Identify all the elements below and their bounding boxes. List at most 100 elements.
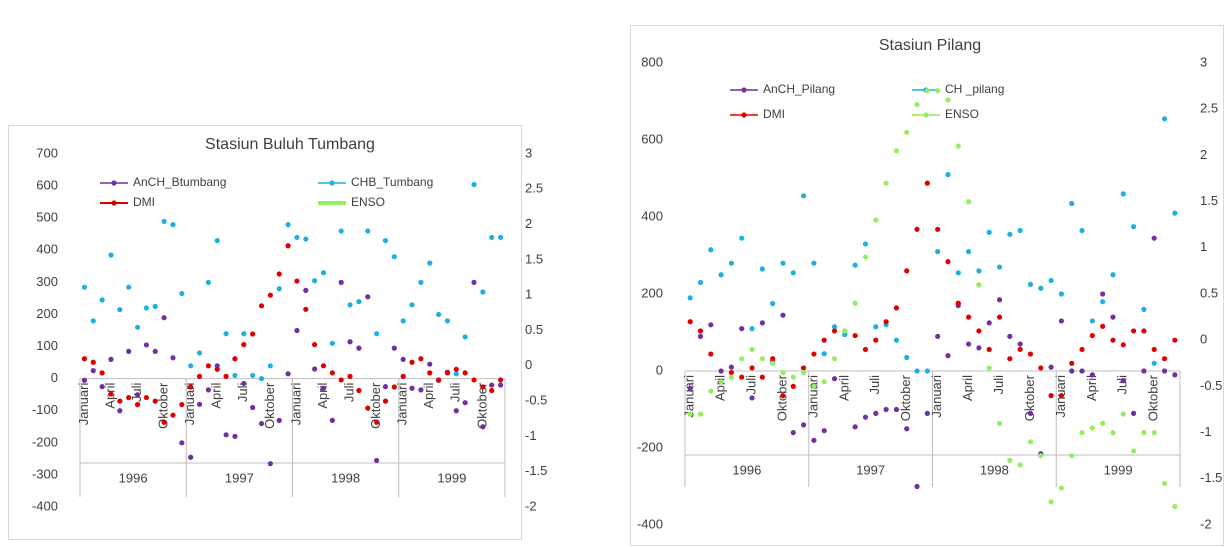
series-point <box>471 279 477 285</box>
x-tick-label: April <box>315 383 330 409</box>
series-point <box>893 305 900 311</box>
series-point <box>312 366 318 372</box>
series-point <box>1089 318 1095 324</box>
series-point <box>904 354 910 361</box>
series-point <box>831 376 838 382</box>
series-point <box>1069 360 1075 366</box>
series-point <box>697 328 704 334</box>
series-point <box>294 234 300 241</box>
series-point <box>356 345 362 351</box>
series-point <box>986 229 992 235</box>
legend-marker <box>111 200 117 206</box>
series-point <box>205 363 211 369</box>
series-point <box>382 398 389 404</box>
series-point <box>1161 368 1168 374</box>
y2-tick-label: -0.5 <box>1200 378 1222 393</box>
legend-label: ENSO <box>945 107 979 121</box>
series-point <box>320 385 327 391</box>
legend-label: AnCH_Pilang <box>763 82 835 96</box>
series-point <box>914 101 920 108</box>
legend-marker <box>923 112 929 118</box>
series-point <box>329 370 335 376</box>
y-tick-label: -200 <box>637 439 663 454</box>
series-point <box>1089 372 1095 378</box>
series-point <box>1172 503 1178 510</box>
series-point <box>462 334 468 340</box>
series-point <box>214 366 220 372</box>
series-point <box>1151 235 1157 241</box>
x-tick-label: Oktober <box>1146 374 1161 421</box>
series-point <box>935 333 941 339</box>
series-point <box>179 402 185 408</box>
series-point <box>831 356 838 362</box>
y2-tick-label: -2 <box>1200 516 1212 531</box>
series-point <box>852 424 858 430</box>
year-label: 1997 <box>856 462 885 477</box>
series-point <box>924 368 930 374</box>
series-point <box>188 454 194 460</box>
y-tick-label: 600 <box>36 178 58 193</box>
series-point <box>914 226 920 232</box>
series-point <box>108 356 114 362</box>
x-tick-label: April <box>421 383 436 409</box>
series-point <box>708 322 714 328</box>
legend-label: AnCH_Btumbang <box>133 175 226 189</box>
series-point <box>718 368 724 374</box>
y2-tick-label: 2.5 <box>525 181 543 196</box>
series-point <box>1141 306 1147 312</box>
series-point <box>759 374 765 380</box>
series-point <box>1100 291 1106 297</box>
series-point <box>400 356 406 362</box>
series-point <box>759 356 765 362</box>
y-tick-label: 0 <box>656 362 663 377</box>
series-point <box>821 337 827 343</box>
series-point <box>996 297 1003 303</box>
series-point <box>285 371 291 377</box>
legend-label: CHB_Tumbang <box>351 175 433 189</box>
series-point <box>770 356 776 362</box>
y2-tick-label: 1.5 <box>1200 193 1218 208</box>
series-point <box>497 377 504 383</box>
legend-marker <box>741 87 747 93</box>
series-point <box>400 373 406 379</box>
y2-tick-label: -1 <box>1200 424 1212 439</box>
series-point <box>1027 439 1034 445</box>
series-point <box>935 88 941 94</box>
series-point <box>831 324 838 330</box>
series-point <box>873 337 879 343</box>
series-point <box>161 315 167 321</box>
series-point <box>749 326 755 332</box>
series-point <box>904 426 910 432</box>
series-point <box>196 401 203 407</box>
y-tick-label: 300 <box>36 274 58 289</box>
y2-tick-label: 0.5 <box>1200 285 1218 300</box>
legend-marker <box>741 112 747 118</box>
series-point <box>391 384 397 390</box>
series-point <box>749 346 755 353</box>
series-point <box>497 234 504 241</box>
series-point <box>1172 337 1178 343</box>
series-point <box>790 430 796 436</box>
series-point <box>1048 393 1054 399</box>
series-point <box>338 279 344 285</box>
series-point <box>418 279 424 285</box>
series-point <box>418 387 424 393</box>
series-point <box>143 342 150 348</box>
y-tick-label: 700 <box>36 145 58 160</box>
series-point <box>303 287 309 293</box>
series-point <box>391 345 397 351</box>
series-point <box>276 271 282 277</box>
series-point <box>126 394 132 401</box>
chart-frame <box>630 25 1224 546</box>
series-point <box>697 411 704 417</box>
series-point <box>453 408 459 414</box>
series-point <box>780 369 786 376</box>
series-point <box>790 383 796 389</box>
series-point <box>965 199 972 205</box>
series-point <box>435 377 442 383</box>
series-point <box>976 328 982 334</box>
series-point <box>1017 227 1023 234</box>
series-point <box>1110 272 1116 278</box>
x-tick-label: Juli <box>991 375 1006 395</box>
series-point <box>276 286 282 292</box>
